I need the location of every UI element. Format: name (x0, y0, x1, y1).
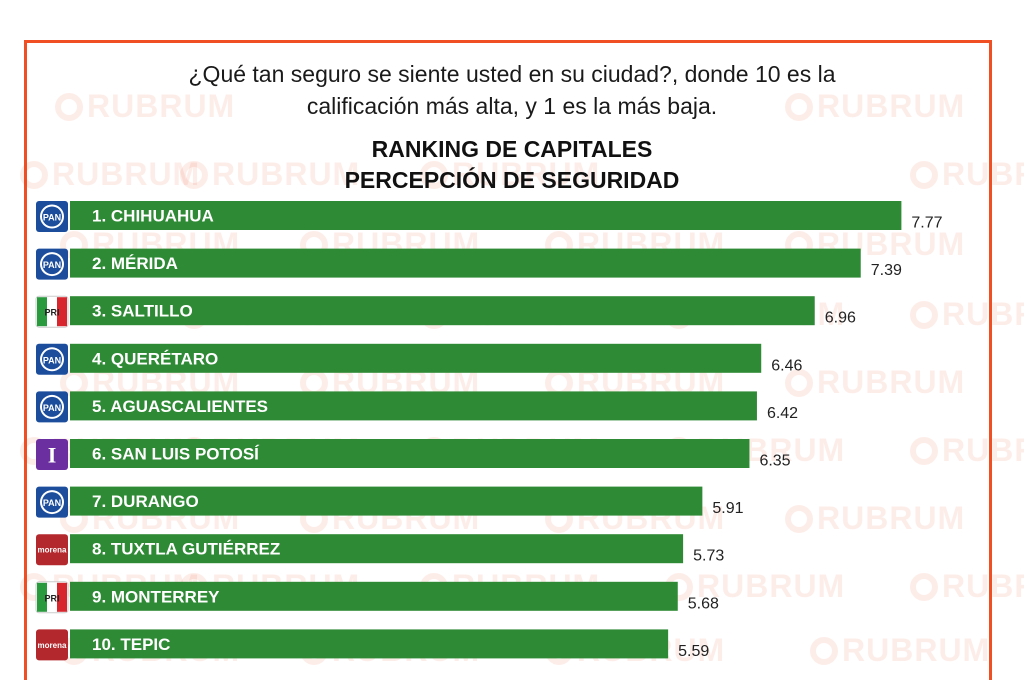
watermark-ring-icon (180, 160, 208, 189)
svg-text:PRI: PRI (44, 593, 59, 603)
bar-value-label: 5.91 (712, 500, 743, 517)
bar-category-label: 6. SAN LUIS POTOSÍ (92, 445, 260, 464)
watermark-ring-icon (910, 300, 938, 329)
watermark-ring-icon (910, 436, 938, 465)
chart-title: RANKING DE CAPITALES PERCEPCIÓN DE SEGUR… (0, 134, 1024, 196)
watermark-ring-icon (910, 572, 938, 601)
bar-category-label: 7. DURANGO (92, 492, 199, 511)
watermark-ring-icon (785, 368, 813, 397)
svg-text:morena: morena (38, 546, 67, 555)
party-logo-icon: I (36, 439, 68, 470)
watermark-logo: RUBRUM (910, 568, 1024, 605)
bar-chart: PAN 1. CHIHUAHUA 7.77 PAN 2. MÉRIDA 7.39 PRI 3.… (35, 201, 943, 661)
bar-value-label: 6.46 (771, 357, 802, 374)
watermark-ring-icon (810, 636, 838, 665)
watermark-logo: RUBRUM (785, 88, 965, 125)
bar-row: PAN 7. DURANGO 5.91 (36, 486, 744, 518)
bar-value-label: 7.77 (911, 215, 942, 232)
bar-category-label: 3. SALTILLO (92, 302, 193, 321)
bar-category-label: 8. TUXTLA GUTIÉRREZ (92, 540, 280, 559)
bar (70, 343, 762, 373)
bar-value-label: 5.59 (678, 643, 709, 660)
bar-row: morena 8. TUXTLA GUTIÉRREZ 5.73 (36, 534, 724, 566)
bar (70, 248, 861, 278)
bar (70, 391, 757, 421)
survey-question: ¿Qué tan seguro se siente usted en su ci… (0, 58, 1024, 122)
party-logo-icon: PAN (36, 343, 68, 375)
watermark-logo: RUBRUM (55, 88, 235, 125)
svg-text:PRI: PRI (44, 308, 59, 318)
watermark-logo: RUBRUM (785, 364, 965, 401)
watermark-logo: RUBRUM (785, 500, 965, 537)
watermark-ring-icon (785, 504, 813, 533)
party-logo-icon: morena (36, 629, 68, 661)
bar-row: PAN 5. AGUASCALIENTES 6.42 (36, 391, 798, 423)
watermark-logo: RUBRUM (910, 156, 1024, 193)
watermark-logo: RUBRUM (910, 296, 1024, 333)
bar-value-label: 6.42 (767, 405, 798, 422)
svg-text:PAN: PAN (43, 260, 61, 270)
bar-category-label: 9. MONTERREY (92, 587, 220, 606)
watermark-ring-icon (910, 160, 938, 189)
title-line-2: PERCEPCIÓN DE SEGURIDAD (344, 167, 680, 193)
svg-text:morena: morena (38, 641, 67, 650)
svg-text:I: I (48, 443, 57, 468)
party-logo-icon: PAN (36, 248, 68, 280)
watermark-logo: RUBRUM (810, 632, 990, 669)
watermark-logo: RUBRUM (20, 156, 200, 193)
bar-category-label: 5. AGUASCALIENTES (92, 397, 268, 416)
bar-category-label: 4. QUERÉTARO (92, 349, 218, 368)
watermark-logo: RUBRUM (665, 568, 845, 605)
bar-value-label: 7.39 (871, 262, 902, 279)
svg-text:PAN: PAN (43, 403, 61, 413)
bar (70, 534, 684, 564)
bar-value-label: 5.73 (693, 548, 724, 565)
bar (70, 296, 815, 326)
svg-text:PAN: PAN (43, 498, 61, 508)
question-line-1: ¿Qué tan seguro se siente usted en su ci… (188, 61, 836, 87)
bar-value-label: 5.68 (688, 595, 719, 612)
bar-row: I 6. SAN LUIS POTOSÍ 6.35 (36, 439, 791, 470)
bar (70, 439, 750, 468)
watermark-ring-icon (420, 160, 448, 189)
question-line-2: calificación más alta, y 1 es la más baj… (306, 93, 718, 119)
watermark-ring-icon (20, 160, 48, 189)
party-logo-icon: PAN (36, 486, 68, 518)
bar (70, 486, 703, 516)
watermark-logo: RUBRUM (180, 156, 360, 193)
bar (70, 201, 902, 230)
svg-text:PAN: PAN (43, 355, 61, 365)
bar-row: PAN 4. QUERÉTARO 6.46 (36, 343, 802, 375)
party-logo-icon: PRI (35, 295, 69, 328)
party-logo-icon: PAN (36, 201, 68, 232)
bar-category-label: 2. MÉRIDA (92, 254, 178, 273)
party-logo-icon: morena (36, 534, 68, 566)
watermark-ring-icon (55, 92, 83, 121)
bar (70, 629, 669, 659)
bar-row: PRI 9. MONTERREY 5.68 (35, 581, 719, 614)
bar-category-label: 10. TEPIC (92, 635, 170, 654)
party-logo-icon: PAN (36, 391, 68, 423)
bar-row: PRI 3. SALTILLO 6.96 (35, 295, 856, 328)
bar-row: PAN 1. CHIHUAHUA 7.77 (36, 201, 943, 232)
bar-value-label: 6.96 (825, 310, 856, 327)
bar-row: morena 10. TEPIC 5.59 (36, 629, 709, 661)
bar (70, 581, 678, 611)
svg-text:PAN: PAN (43, 213, 61, 223)
title-line-1: RANKING DE CAPITALES (371, 136, 653, 162)
bar-row: PAN 2. MÉRIDA 7.39 (36, 248, 902, 280)
watermark-ring-icon (785, 92, 813, 121)
watermark-logo: RUBRUM (910, 432, 1024, 469)
watermark-logo: RUBRUM (420, 156, 600, 193)
bar-category-label: 1. CHIHUAHUA (92, 207, 214, 226)
bar-value-label: 6.35 (759, 453, 790, 470)
party-logo-icon: PRI (35, 581, 69, 614)
